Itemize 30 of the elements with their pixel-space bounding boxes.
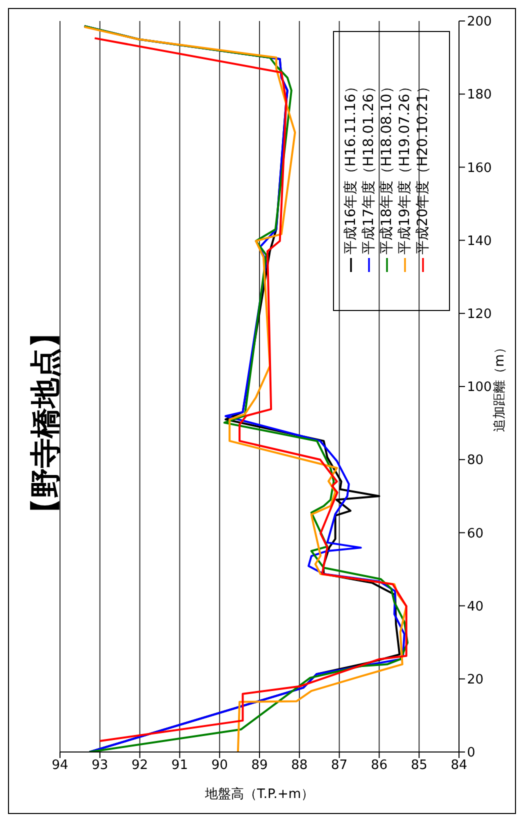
y-tick-label: 0 bbox=[467, 746, 476, 761]
text: 平成18年度（H18.08.10） bbox=[379, 80, 395, 254]
x-tick-label: 90 bbox=[211, 758, 228, 774]
y-axis-title: 追加距離（m） bbox=[492, 341, 508, 432]
x-tick-label: 91 bbox=[171, 758, 188, 774]
y-tick-label: 120 bbox=[467, 307, 492, 322]
y-tick-label: 20 bbox=[467, 672, 484, 688]
x-tick-label: 88 bbox=[291, 758, 308, 774]
y-tick-label: 180 bbox=[467, 88, 492, 103]
y-tick-label: 80 bbox=[467, 453, 484, 468]
x-tick-label: 89 bbox=[251, 758, 268, 774]
text: 平成19年度（H19.07.26） bbox=[397, 80, 413, 254]
text: 【野寺橋地点】 bbox=[28, 318, 64, 528]
x-axis-title: 地盤高（T.P.+m） bbox=[204, 786, 314, 802]
x-tick-label: 87 bbox=[331, 758, 348, 774]
y-tick-label: 40 bbox=[467, 599, 484, 614]
y-tick-label: 140 bbox=[467, 234, 492, 249]
y-tick-label: 160 bbox=[467, 160, 492, 176]
y-tick-label: 200 bbox=[467, 14, 492, 30]
text: 平成16年度（H16.11.16） bbox=[343, 80, 359, 254]
x-tick-label: 92 bbox=[132, 758, 148, 774]
x-tick-label: 85 bbox=[410, 758, 428, 774]
y-tick-label: 100 bbox=[467, 380, 492, 396]
x-tick-label: 93 bbox=[92, 758, 108, 774]
text: 平成17年度（H18.01.26） bbox=[361, 80, 377, 254]
x-tick-label: 84 bbox=[450, 758, 468, 774]
x-tick-label: 86 bbox=[370, 758, 388, 774]
x-tick-label: 94 bbox=[52, 758, 68, 774]
text: 平成20年度（H20.10.21） bbox=[415, 80, 431, 254]
y-tick-label: 60 bbox=[467, 526, 484, 542]
